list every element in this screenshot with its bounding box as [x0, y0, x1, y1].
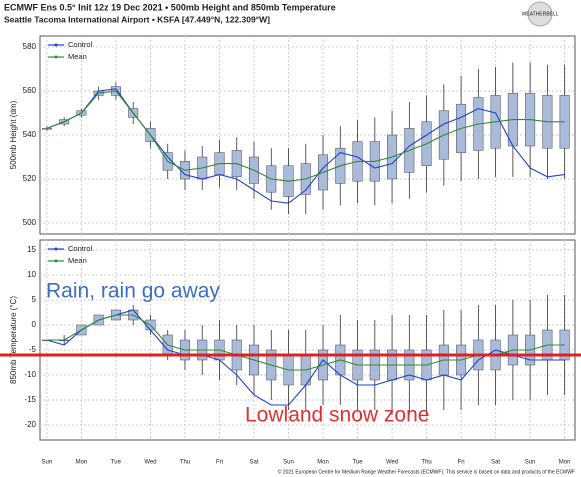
legend-marker	[54, 43, 58, 47]
y-tick-label: -10	[24, 370, 36, 379]
x-tick-label: Mon	[559, 460, 571, 466]
x-tick-label: Wed	[144, 460, 156, 466]
y-tick-label: 0	[32, 320, 37, 329]
legend-label: Control	[68, 244, 93, 253]
legend-label: Mean	[68, 256, 87, 265]
logo-badge	[527, 1, 553, 27]
x-tick-label: Wed	[386, 460, 398, 466]
legend-marker	[54, 247, 58, 251]
legend-marker	[54, 55, 58, 59]
x-tick-label: Sun	[283, 460, 294, 466]
y-tick-label: 520	[23, 174, 37, 183]
y-axis-label: 850mb Temperature (°C)	[9, 296, 18, 384]
y-tick-label: -20	[24, 420, 36, 429]
x-tick-label: Fri	[458, 460, 465, 466]
y-tick-label: 580	[23, 42, 37, 51]
x-tick-label: Sat	[249, 460, 258, 466]
x-tick-label: Tue	[352, 460, 363, 466]
y-tick-label: -5	[29, 345, 37, 354]
x-tick-label: Tue	[111, 460, 122, 466]
x-tick-label: Thu	[180, 460, 190, 466]
title: ECMWF Ens 0.5° Init 12z 19 Dec 2021 • 50…	[4, 2, 336, 12]
y-tick-label: 500	[23, 218, 37, 227]
y-tick-label: 5	[32, 295, 37, 304]
subtitle: Seattle Tacoma International Airport • K…	[4, 14, 270, 24]
annotation: Rain, rain go away	[46, 280, 220, 303]
series-line	[46, 90, 565, 182]
legend-label: Mean	[68, 52, 87, 61]
x-tick-label: Sun	[525, 460, 536, 466]
y-tick-label: 560	[23, 86, 37, 95]
y-tick-label: -15	[24, 395, 36, 404]
y-axis-label: 500mb Height (dm)	[9, 100, 18, 169]
footer: © 2021 European Centre for Medium Range …	[278, 468, 575, 475]
x-tick-label: Thu	[421, 460, 431, 466]
y-tick-label: 540	[23, 130, 37, 139]
x-tick-label: Mon	[76, 460, 88, 466]
legend-marker	[54, 259, 58, 263]
x-tick-label: Sat	[491, 460, 500, 466]
x-tick-label: Sun	[42, 460, 53, 466]
y-tick-label: 10	[27, 270, 36, 279]
x-tick-label: Mon	[317, 460, 329, 466]
series-line	[46, 309, 565, 406]
y-tick-label: 15	[27, 245, 36, 254]
box	[41, 128, 52, 130]
legend-label: Control	[68, 40, 93, 49]
logo: WEATHERBELL	[522, 11, 559, 17]
plot-area	[39, 239, 576, 441]
annotation: Lowland snow zone	[245, 404, 429, 427]
x-tick-label: Fri	[216, 460, 223, 466]
